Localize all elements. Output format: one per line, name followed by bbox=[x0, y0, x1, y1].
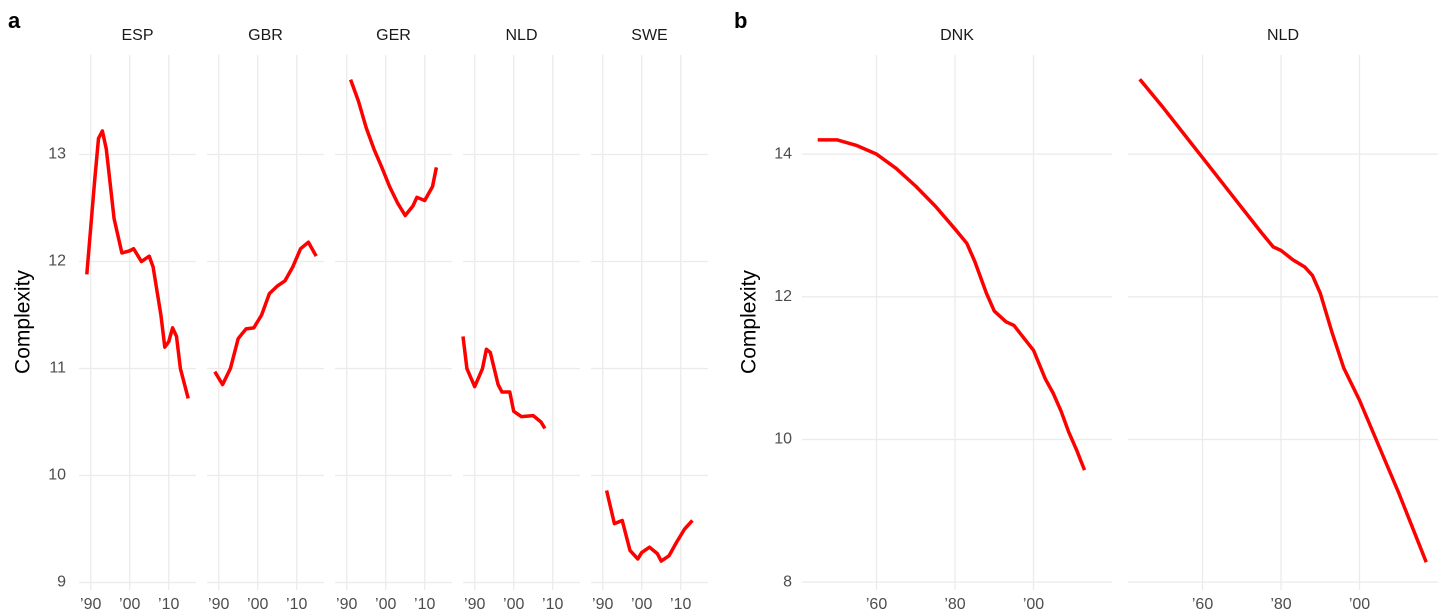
x-tick-label: ’10 bbox=[414, 596, 435, 613]
facet-title: NLD bbox=[1267, 27, 1299, 44]
y-tick-label: 10 bbox=[48, 467, 66, 484]
x-tick-label: ’90 bbox=[80, 596, 101, 613]
x-tick-label: ’10 bbox=[158, 596, 179, 613]
y-tick-label: 10 bbox=[774, 431, 792, 448]
x-tick-label: ’00 bbox=[119, 596, 140, 613]
line bbox=[85, 129, 190, 399]
x-tick-label: ’90 bbox=[464, 596, 485, 613]
x-tick-label: ’60 bbox=[866, 596, 887, 613]
x-tick-label: ’90 bbox=[208, 596, 229, 613]
x-tick-label: ’10 bbox=[286, 596, 307, 613]
facet-title: NLD bbox=[505, 27, 537, 44]
line bbox=[461, 336, 547, 430]
x-tick-label: ’80 bbox=[944, 596, 965, 613]
facet-title: SWE bbox=[631, 27, 667, 44]
x-tick-label: ’00 bbox=[247, 596, 268, 613]
y-tick-label: 12 bbox=[48, 253, 66, 270]
x-tick-label: ’90 bbox=[336, 596, 357, 613]
facet-title: DNK bbox=[940, 27, 974, 44]
x-tick-label: ’00 bbox=[1023, 596, 1044, 613]
y-tick-label: 9 bbox=[57, 574, 66, 591]
y-tick-label: 11 bbox=[49, 360, 66, 377]
line bbox=[348, 79, 439, 218]
facet-title: ESP bbox=[121, 27, 153, 44]
x-tick-label: ’10 bbox=[542, 596, 563, 613]
x-tick-label: ’00 bbox=[1349, 596, 1370, 613]
y-axis-title: Complexity bbox=[738, 270, 761, 374]
facet-title: GBR bbox=[248, 27, 283, 44]
line bbox=[817, 138, 1087, 471]
y-tick-label: 13 bbox=[48, 146, 66, 163]
line bbox=[213, 240, 318, 387]
panel-label: b bbox=[734, 8, 747, 33]
panel-label: a bbox=[8, 8, 21, 33]
y-tick-label: 12 bbox=[774, 288, 792, 305]
x-tick-label: ’10 bbox=[670, 596, 691, 613]
x-tick-label: ’00 bbox=[375, 596, 396, 613]
x-tick-label: ’00 bbox=[631, 596, 652, 613]
x-tick-label: ’00 bbox=[503, 596, 524, 613]
x-tick-label: ’90 bbox=[592, 596, 613, 613]
y-tick-label: 8 bbox=[783, 573, 792, 590]
line bbox=[1138, 78, 1428, 563]
facet-title: GER bbox=[376, 27, 411, 44]
y-axis-title: Complexity bbox=[12, 270, 35, 374]
y-tick-label: 14 bbox=[774, 145, 792, 162]
line bbox=[604, 490, 694, 563]
x-tick-label: ’80 bbox=[1270, 596, 1291, 613]
x-tick-label: ’60 bbox=[1192, 596, 1213, 613]
